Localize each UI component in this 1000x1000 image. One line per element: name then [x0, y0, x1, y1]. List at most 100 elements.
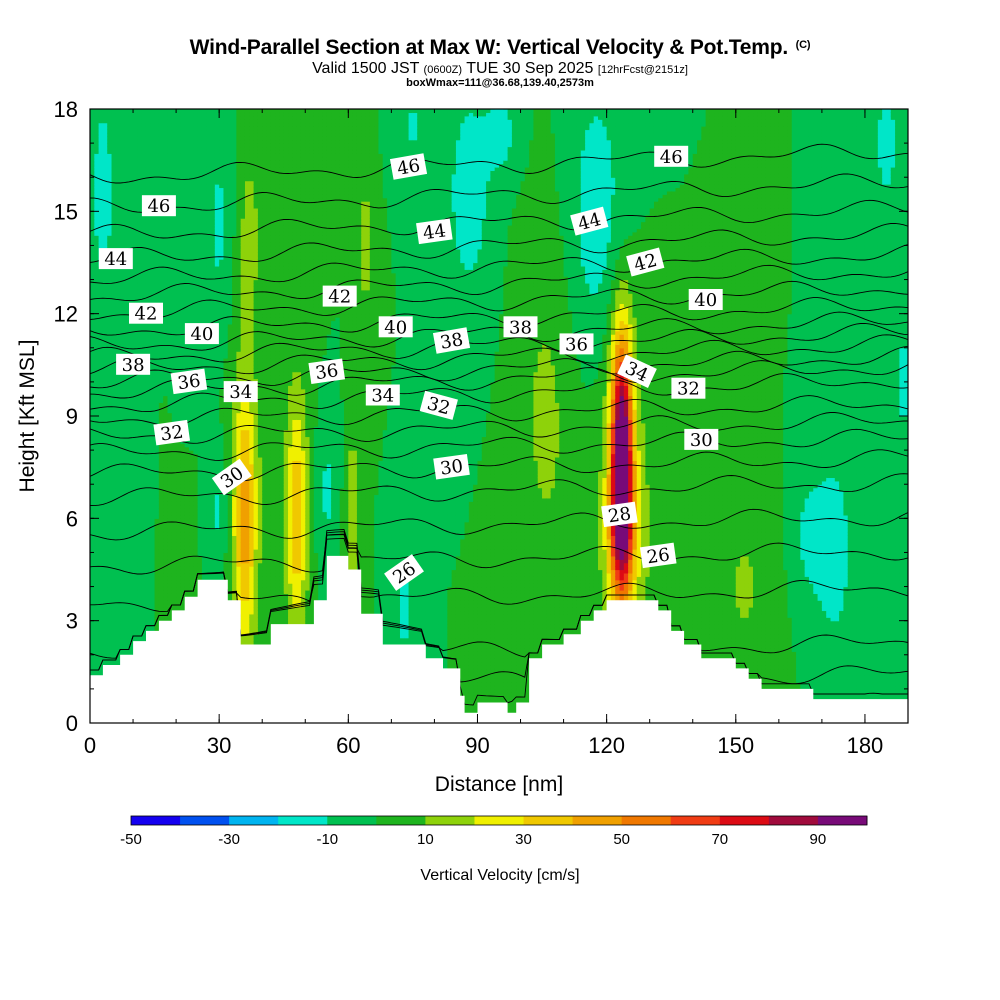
w-cell: [202, 566, 207, 570]
w-cell: [103, 372, 108, 376]
w-cell: [129, 518, 134, 522]
w-cell: [120, 327, 125, 331]
w-cell: [142, 256, 147, 260]
w-cell: [180, 481, 185, 485]
w-cell: [129, 508, 134, 512]
w-cell: [112, 211, 117, 215]
w-cell: [189, 576, 194, 580]
w-cell: [180, 191, 185, 195]
w-cell: [99, 624, 104, 628]
w-cell: [99, 498, 104, 502]
w-cell: [172, 164, 177, 168]
w-cell: [159, 491, 164, 495]
w-cell: [155, 123, 160, 127]
w-cell: [198, 290, 203, 294]
w-cell: [120, 317, 125, 321]
w-cell: [94, 498, 99, 502]
w-cell: [163, 576, 168, 580]
w-cell: [167, 556, 172, 560]
w-cell: [94, 375, 99, 379]
w-cell: [112, 559, 117, 563]
w-cell: [198, 546, 203, 550]
w-cell: [185, 508, 190, 512]
w-cell: [159, 109, 164, 113]
w-cell: [129, 143, 134, 147]
w-cell: [120, 607, 125, 611]
w-cell: [180, 314, 185, 318]
w-cell: [99, 460, 104, 464]
w-cell: [112, 450, 117, 454]
w-cell: [112, 651, 117, 655]
w-cell: [150, 440, 155, 444]
w-cell: [112, 184, 117, 188]
w-cell: [163, 153, 168, 157]
w-cell: [137, 136, 142, 140]
w-cell: [112, 471, 117, 475]
w-cell: [120, 198, 125, 202]
w-cell: [137, 160, 142, 164]
w-cell: [146, 406, 151, 410]
w-cell: [124, 433, 129, 437]
w-cell: [180, 348, 185, 352]
w-cell: [163, 133, 168, 137]
w-cell: [94, 460, 99, 464]
w-cell: [99, 147, 104, 151]
w-cell: [176, 460, 181, 464]
w-cell: [129, 283, 134, 287]
w-cell: [124, 239, 129, 243]
w-cell: [103, 293, 108, 297]
w-cell: [206, 494, 211, 498]
w-cell: [107, 310, 112, 314]
w-cell: [137, 396, 142, 400]
w-cell: [120, 184, 125, 188]
w-cell: [189, 150, 194, 154]
w-cell: [137, 518, 142, 522]
w-cell: [129, 627, 134, 631]
w-cell: [120, 109, 125, 113]
w-cell: [137, 614, 142, 618]
w-cell: [116, 617, 121, 621]
w-cell: [146, 396, 151, 400]
w-cell: [206, 416, 211, 420]
w-cell: [90, 522, 95, 526]
w-cell: [99, 399, 104, 403]
w-cell: [107, 621, 112, 625]
w-cell: [146, 546, 151, 550]
w-cell: [133, 570, 138, 574]
w-cell: [198, 505, 203, 509]
w-cell: [180, 167, 185, 171]
w-cell: [180, 242, 185, 246]
w-cell: [142, 416, 147, 420]
w-cell: [172, 365, 177, 369]
w-cell: [133, 512, 138, 516]
w-cell: [99, 515, 104, 519]
w-cell: [116, 112, 121, 116]
w-cell: [159, 464, 164, 468]
w-cell: [172, 116, 177, 120]
w-cell: [124, 150, 129, 154]
w-cell: [189, 539, 194, 543]
w-cell: [99, 361, 104, 365]
w-cell: [193, 477, 198, 481]
w-cell: [94, 447, 99, 451]
w-cell: [120, 638, 125, 642]
w-cell: [155, 358, 160, 362]
w-cell: [90, 402, 95, 406]
w-cell: [176, 501, 181, 505]
w-cell: [137, 576, 142, 580]
w-cell: [159, 583, 164, 587]
w-cell: [116, 123, 121, 127]
w-cell: [189, 194, 194, 198]
w-cell: [167, 358, 172, 362]
w-cell: [150, 263, 155, 267]
w-cell: [142, 460, 147, 464]
w-cell: [180, 518, 185, 522]
w-cell: [112, 481, 117, 485]
w-cell: [159, 460, 164, 464]
w-cell: [193, 129, 198, 133]
w-cell: [124, 290, 129, 294]
w-cell: [103, 116, 108, 120]
w-cell: [137, 590, 142, 594]
w-cell: [90, 655, 95, 659]
w-cell: [99, 648, 104, 652]
